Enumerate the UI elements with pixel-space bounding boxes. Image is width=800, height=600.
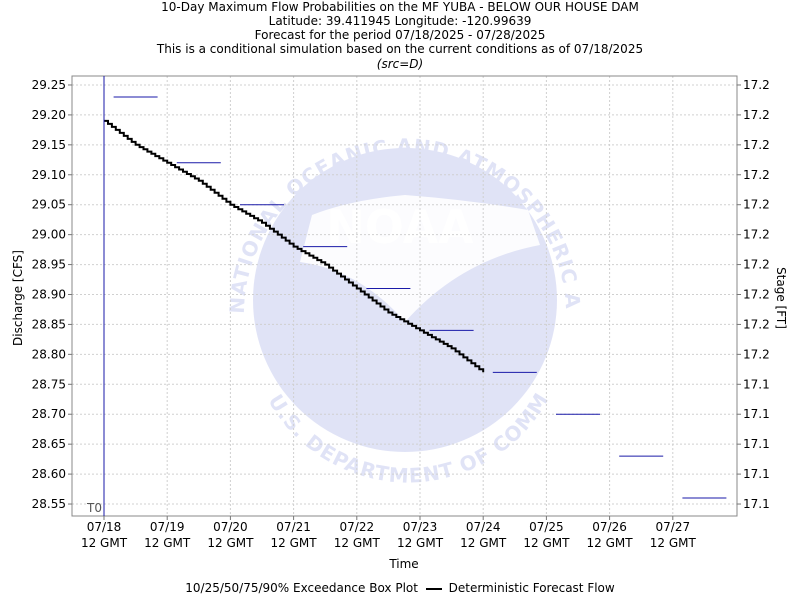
simulation-note: This is a conditional simulation based o… [156,42,644,56]
y2-tick-label: 17.2 [743,317,770,331]
y-tick-label: 29.15 [32,138,66,152]
x-tick-date: 07/22 [340,520,375,534]
y-tick-label: 29.25 [32,78,66,92]
y-axis-title: Discharge [CFS] [11,250,25,346]
y-tick-label: 29.10 [32,168,66,182]
forecast-period-subtitle: Forecast for the period 07/18/2025 - 07/… [254,28,546,42]
chart-title: 10-Day Maximum Flow Probabilities on the… [161,0,639,14]
legend-forecast-swatch [425,587,442,590]
y-axis-left: 28.55 28.60 28.65 28.70 28.75 28.80 28.85 28.90… [32,78,72,511]
forecast-flow-line [104,119,485,373]
x-tick-date: 07/20 [213,520,248,534]
y-axis-right: 17.1 17.1 17.1 17.1 17.1 17.2 17.2 17.2 17.2 17.2… [737,78,770,511]
noaa-watermark-center-text: NOAA [326,200,474,254]
x-tick-time: 12 GMT [271,536,318,550]
y2-axis-title: Stage [FT] [774,267,788,329]
x-tick-date: 07/27 [656,520,691,534]
exceedance-boxplot-series [113,96,727,499]
x-tick-time: 12 GMT [144,536,191,550]
y-tick-label: 28.55 [32,497,66,511]
t0-label: T0 [86,501,102,515]
x-tick-time: 12 GMT [81,536,128,550]
y2-tick-label: 17.1 [743,497,770,511]
y2-tick-label: 17.1 [743,437,770,451]
x-axis-title: Time [388,557,418,571]
y2-tick-label: 17.2 [743,138,770,152]
location-subtitle: Latitude: 39.411945 Longitude: -120.9963… [268,14,532,28]
y-tick-label: 28.95 [32,258,66,272]
grid [72,76,737,516]
y2-tick-label: 17.2 [743,78,770,92]
y-tick-label: 28.90 [32,288,66,302]
y2-tick-label: 17.1 [743,467,770,481]
y-tick-label: 28.65 [32,437,66,451]
y2-tick-label: 17.1 [743,407,770,421]
legend: 10/25/50/75/90% Exceedance Box Plot Dete… [0,581,800,595]
x-tick-date: 07/21 [276,520,311,534]
t0-marker: T0 [86,76,105,516]
y2-tick-label: 17.2 [743,198,770,212]
x-tick-time: 12 GMT [650,536,697,550]
legend-boxplot-label: 10/25/50/75/90% Exceedance Box Plot [185,581,418,595]
x-tick-time: 12 GMT [334,536,381,550]
x-tick-time: 12 GMT [207,536,254,550]
y2-tick-label: 17.1 [743,377,770,391]
x-tick-time: 12 GMT [460,536,507,550]
y2-tick-label: 17.2 [743,168,770,182]
y-tick-label: 28.70 [32,407,66,421]
x-tick-date: 07/25 [529,520,564,534]
x-tick-time: 12 GMT [523,536,570,550]
y-tick-label: 28.60 [32,467,66,481]
source-note: (src=D) [376,57,424,71]
plot-frame [71,75,738,517]
y2-tick-label: 17.2 [743,228,770,242]
y2-tick-label: 17.2 [743,108,770,122]
legend-forecast-label: Deterministic Forecast Flow [448,581,615,595]
y2-tick-label: 17.2 [743,347,770,361]
y-tick-label: 28.80 [32,347,66,361]
y2-tick-label: 17.2 [743,258,770,272]
x-tick-date: 07/18 [87,520,122,534]
y-tick-label: 29.05 [32,198,66,212]
y-tick-label: 28.75 [32,377,66,391]
y-tick-label: 29.00 [32,228,66,242]
x-tick-time: 12 GMT [397,536,444,550]
y-tick-label: 28.85 [32,317,66,331]
plot-border [71,75,738,517]
x-tick-date: 07/19 [150,520,185,534]
deterministic-forecast-series [104,119,485,373]
x-tick-date: 07/26 [592,520,627,534]
x-tick-date: 07/23 [403,520,438,534]
y2-tick-label: 17.2 [743,288,770,302]
x-tick-time: 12 GMT [587,536,634,550]
x-axis: 07/18 12 GMT 07/19 12 GMT 07/20 12 GMT 07/21 12… [81,516,697,550]
x-tick-date: 07/24 [466,520,501,534]
y-tick-label: 29.20 [32,108,66,122]
